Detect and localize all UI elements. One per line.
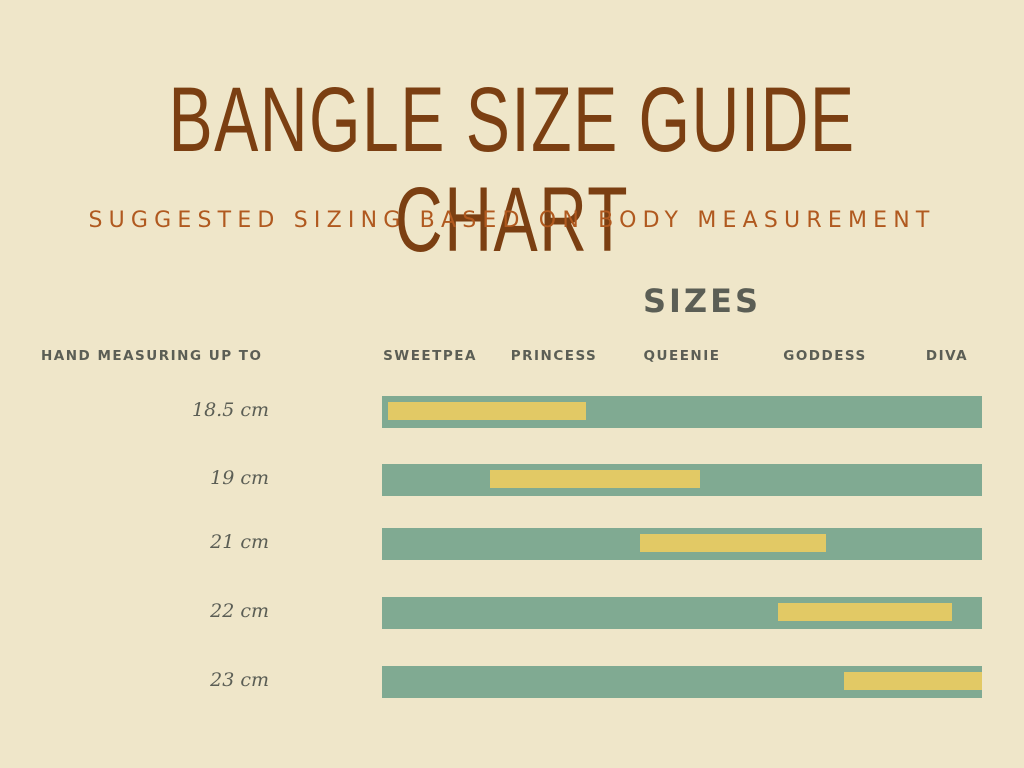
size-track [382, 528, 982, 560]
size-range-bar [388, 402, 586, 420]
chart-title: BANGLE SIZE GUIDE CHART [168, 69, 856, 271]
category-sweetpea: SWEETPEA [383, 348, 477, 364]
chart-subtitle: SUGGESTED SIZING BASED ON BODY MEASUREME… [88, 208, 936, 233]
size-range-bar [778, 603, 952, 621]
row-label: 23 cm [210, 669, 269, 691]
category-diva: DIVA [925, 348, 969, 364]
category-princess: PRINCESS [510, 348, 598, 364]
size-range-bar [640, 534, 826, 552]
size-track [382, 464, 982, 496]
row-label: 19 cm [210, 467, 269, 489]
sizes-heading: SIZES [642, 282, 762, 320]
hand-measure-heading: HAND MEASURING UP TO [41, 348, 263, 364]
row-label: 21 cm [210, 531, 269, 553]
category-queenie: QUEENIE [643, 348, 721, 364]
row-label: 18.5 cm [191, 399, 269, 421]
category-goddess: GODDESS [783, 348, 867, 364]
size-range-bar [490, 470, 700, 488]
size-range-bar [844, 672, 982, 690]
size-track [382, 597, 982, 629]
size-track [382, 666, 982, 698]
row-label: 22 cm [210, 600, 269, 622]
size-track [382, 396, 982, 428]
